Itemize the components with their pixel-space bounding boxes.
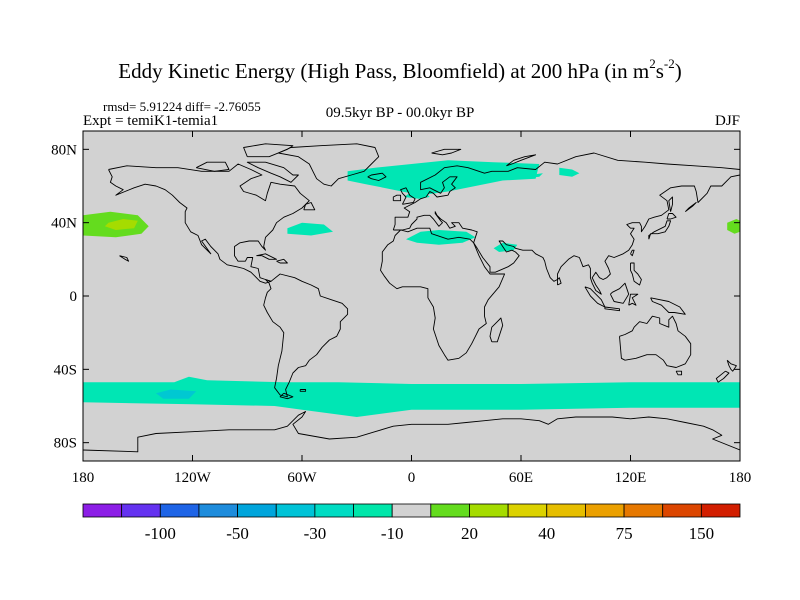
- colorbar-swatch: [430, 503, 470, 518]
- colorbar: [82, 503, 741, 518]
- colorbar-swatch: [314, 503, 354, 518]
- period-label: 09.5kyr BP - 00.0kyr BP: [325, 105, 475, 121]
- region-southern-ocean-band: [83, 376, 740, 417]
- y-tick-label: 40S: [54, 362, 77, 378]
- coastline-novaya-zemlya: [506, 154, 537, 167]
- coastline-sakhalin: [668, 196, 673, 212]
- coastline-antarctica: [83, 411, 740, 453]
- colorbar-swatch: [469, 503, 509, 518]
- region-barents-patch: [510, 173, 543, 179]
- coastline-greenland: [278, 143, 380, 187]
- colorbar-label: -30: [304, 524, 327, 543]
- colorbar-swatch: [82, 503, 123, 518]
- x-tick-label: 120E: [615, 470, 647, 486]
- coastline-sri-lanka: [557, 277, 562, 286]
- region-siberia-patch: [559, 167, 580, 177]
- region-central-north-pacific-core: [104, 219, 138, 230]
- season-label: DJF: [714, 113, 740, 129]
- coastline-philippines: [630, 262, 642, 286]
- region-north-africa-mediterranean: [406, 230, 476, 245]
- coastline-baffin: [246, 161, 299, 183]
- region-east-atlantic-patch: [404, 191, 430, 199]
- coastline-south-america: [263, 273, 349, 398]
- coastline-ellesmere: [243, 143, 294, 158]
- coastline-hispaniola: [276, 258, 288, 264]
- x-tick-label: 60E: [509, 470, 533, 486]
- y-tick-label: 80S: [54, 436, 77, 452]
- colorbar-swatch: [700, 503, 741, 518]
- region-north-atlantic-subtropics: [287, 222, 333, 236]
- colorbar-swatch: [121, 503, 161, 518]
- axis-ticks: [82, 131, 741, 461]
- coastline-new-guinea: [650, 297, 686, 315]
- colorbar-label: 150: [689, 524, 715, 543]
- coastline-taiwan: [630, 249, 635, 257]
- colorbar-label: -50: [226, 524, 249, 543]
- colorbar-swatch: [391, 503, 432, 518]
- colorbar-swatch: [275, 503, 316, 518]
- x-tick-label: 60W: [287, 470, 317, 486]
- coastlines: [83, 143, 740, 453]
- coastline-madagascar: [489, 317, 504, 343]
- y-tick-label: 0: [70, 289, 78, 305]
- x-tick-label: 180: [729, 470, 752, 486]
- coastline-hawaii: [119, 255, 130, 262]
- colorbar-swatch: [623, 503, 664, 518]
- coastline-cuba: [256, 253, 277, 260]
- region-arabia-patch: [493, 242, 518, 252]
- coastline-africa: [380, 227, 506, 361]
- coastline-tierra-del-fuego: [279, 392, 294, 400]
- x-tick-label: 180: [72, 470, 95, 486]
- region-south-pacific-core: [156, 389, 197, 399]
- colorbar-swatch: [353, 503, 393, 518]
- x-tick-label: 120W: [174, 470, 212, 486]
- coastline-kamchatka-islands: [684, 202, 697, 213]
- coastline-borneo: [609, 282, 630, 304]
- coastline-eurasia: [392, 152, 740, 295]
- coastline-sulawesi: [628, 293, 639, 306]
- axis-tick-labels: 180 120W 60W 0 60E 120E 180 80N 40N 0 40S 80S: [51, 142, 751, 486]
- coastline-great-britain: [400, 187, 416, 205]
- coastline-hokkaido: [666, 213, 677, 220]
- colorbar-swatch: [585, 503, 625, 518]
- coastline-java: [604, 306, 620, 312]
- colorbar-swatch: [159, 503, 200, 518]
- colorbar-swatch: [507, 503, 548, 518]
- chart-title: Eddy Kinetic Energy (High Pass, Bloomfie…: [118, 56, 682, 83]
- x-tick-label: 0: [408, 470, 416, 486]
- coastline-ireland: [392, 194, 402, 202]
- coastline-north-america: [108, 163, 310, 284]
- coastline-tasmania: [675, 370, 683, 376]
- colorbar-swatch: [662, 503, 702, 518]
- coastline-svalbard: [431, 148, 462, 156]
- colorbar-label: 20: [461, 524, 478, 543]
- coastline-new-zealand-north: [726, 359, 737, 372]
- colorbar-label: 75: [616, 524, 633, 543]
- colorbar-label: -10: [381, 524, 404, 543]
- coastline-new-zealand-south: [715, 370, 730, 383]
- colorbar-label: -100: [145, 524, 176, 543]
- coastline-newfoundland: [303, 202, 316, 211]
- region-north-atlantic-europe: [347, 160, 540, 196]
- coastline-japan: [648, 220, 672, 240]
- experiment-label: Expt = temiK1-temia1: [83, 113, 219, 129]
- coastline-victoria-island: [195, 161, 230, 172]
- anomaly-regions: [83, 160, 740, 417]
- colorbar-labels: -100 -50 -30 -10 20 40 75 150: [145, 524, 714, 543]
- coastline-australia: [619, 315, 692, 368]
- colorbar-swatch: [198, 503, 238, 518]
- y-tick-label: 40N: [51, 216, 77, 232]
- colorbar-swatch: [546, 503, 586, 518]
- coastline-iceland: [367, 172, 387, 181]
- rmsd-diff-label: rmsd= 5.91224 diff= -2.76055: [103, 99, 261, 114]
- y-tick-label: 80N: [51, 142, 77, 158]
- colorbar-label: 40: [538, 524, 555, 543]
- coastline-falklands: [299, 389, 307, 392]
- colorbar-swatch: [237, 503, 277, 518]
